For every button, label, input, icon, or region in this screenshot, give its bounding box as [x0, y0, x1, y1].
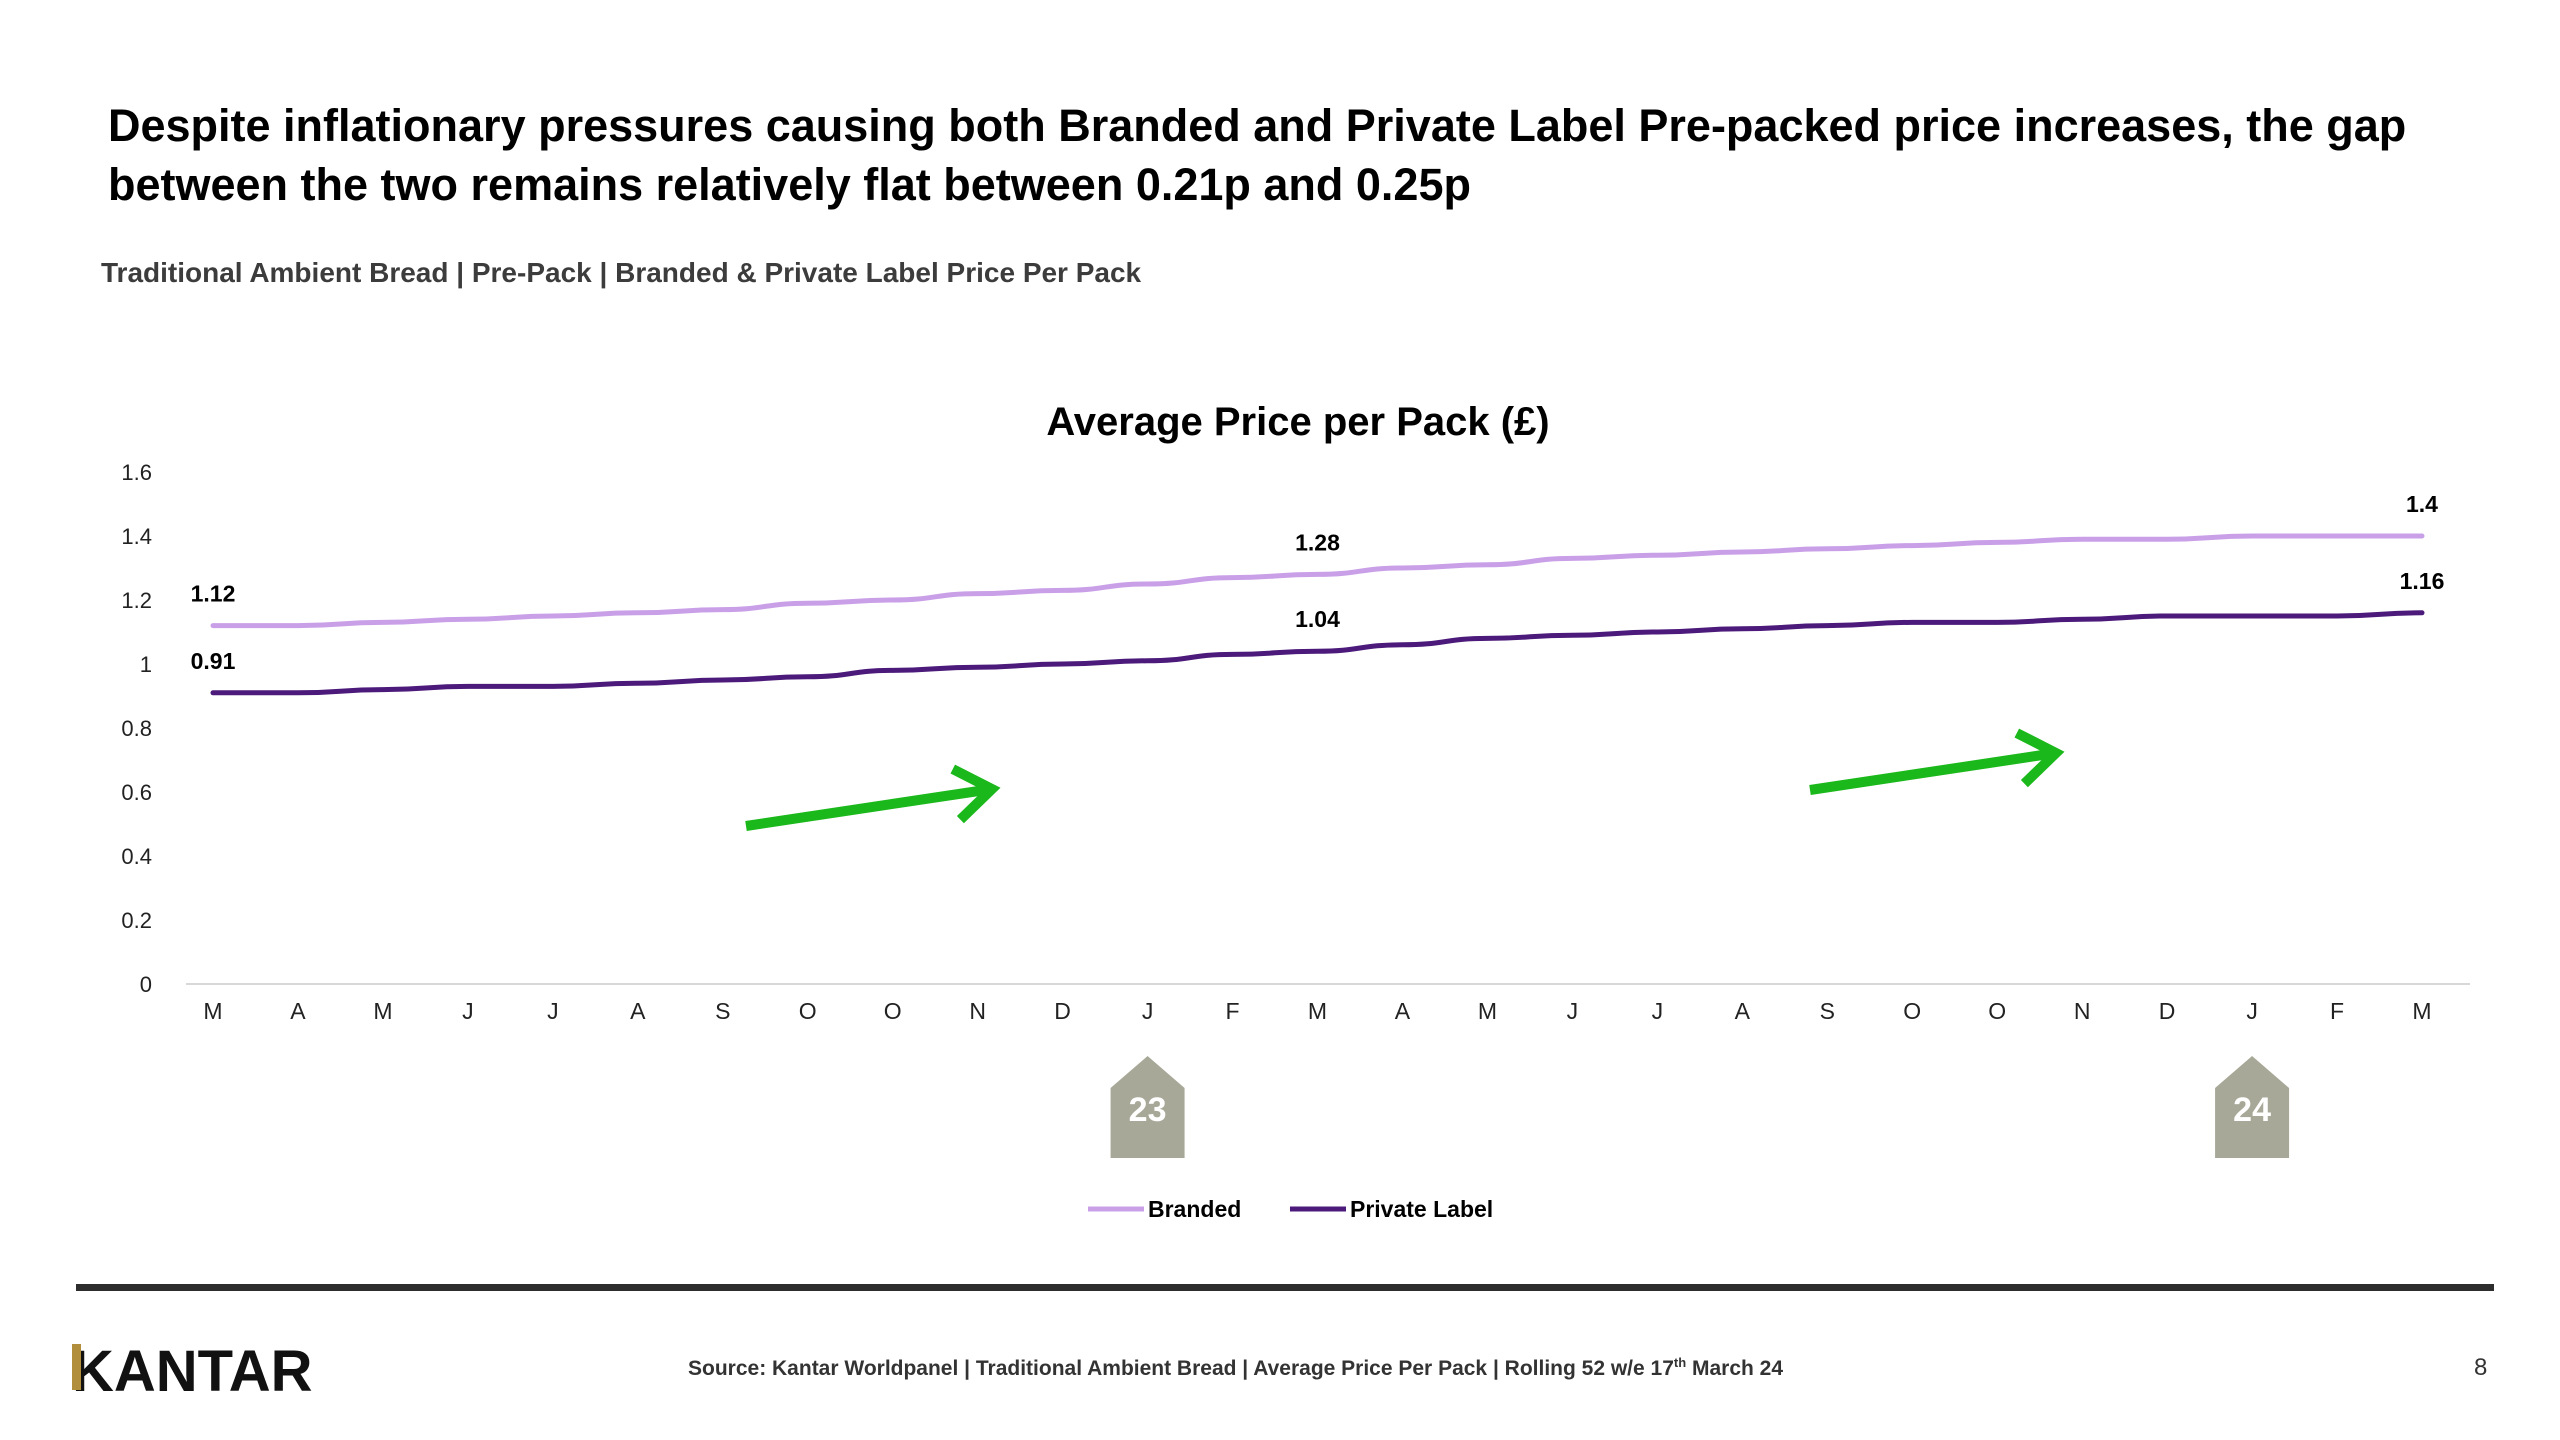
x-tick-label: A [290, 998, 306, 1024]
x-tick-label: J [1652, 998, 1664, 1024]
headline: Despite inflationary pressures causing b… [108, 100, 2407, 210]
y-tick-label: 1.6 [121, 460, 152, 485]
x-tick-label: M [1308, 998, 1327, 1024]
year-marker [2215, 1056, 2290, 1158]
x-tick-label: F [2330, 998, 2344, 1024]
data-label: 1.04 [1295, 606, 1340, 632]
data-label: 1.16 [2400, 568, 2445, 594]
y-tick-label: 0.6 [121, 780, 152, 805]
data-labels: 1.12 1.28 1.4 0.91 1.04 1.16 [191, 491, 2445, 674]
chart-title: Average Price per Pack (£) [1046, 400, 1549, 444]
y-tick-label: 0.4 [121, 844, 152, 869]
trend-arrows [745, 728, 2065, 831]
chart-legend: Branded Private Label [1088, 1196, 1493, 1222]
data-label: 1.4 [2406, 491, 2438, 517]
trend-arrow-head [950, 764, 1001, 824]
y-tick-label: 1 [140, 652, 152, 677]
x-tick-label: O [1903, 998, 1921, 1024]
legend-label: Branded [1148, 1196, 1241, 1222]
x-tick-label: M [203, 998, 222, 1024]
x-tick-label: O [884, 998, 902, 1024]
x-tick-label: S [1820, 998, 1835, 1024]
x-tick-label: J [462, 998, 474, 1024]
series-lines [210, 533, 2425, 696]
line-chart: Average Price per Pack (£) 0 0.2 0.4 0.6 0.8… [121, 400, 2470, 1222]
y-tick-label: 0.8 [121, 716, 152, 741]
data-label: 1.12 [191, 581, 236, 607]
kantar-logo: KANTAR [72, 1339, 313, 1404]
x-tick-label: A [1395, 998, 1411, 1024]
year-marker-label: 24 [2233, 1091, 2271, 1129]
trend-arrow-head [2014, 728, 2065, 788]
page-number: 8 [2474, 1354, 2488, 1381]
x-tick-label: M [1478, 998, 1497, 1024]
series-line [210, 533, 2425, 629]
y-axis: 0 0.2 0.4 0.6 0.8 1 1.2 1.4 1.6 [121, 460, 152, 997]
x-tick-label: F [1226, 998, 1240, 1024]
y-tick-label: 1.4 [121, 524, 152, 549]
x-tick-label: O [1988, 998, 2006, 1024]
x-tick-label: N [2074, 998, 2091, 1024]
data-label: 0.91 [191, 648, 236, 674]
year-marker [1110, 1056, 1185, 1158]
x-tick-label: J [1142, 998, 1154, 1024]
y-tick-label: 0 [140, 972, 152, 997]
chart-subtitle: Traditional Ambient Bread | Pre-Pack | B… [101, 257, 1142, 288]
x-tick-label: A [630, 998, 646, 1024]
x-tick-label: D [2159, 998, 2176, 1024]
source-note: Source: Kantar Worldpanel | Traditional … [688, 1355, 1784, 1380]
x-tick-label: O [799, 998, 817, 1024]
x-tick-label: S [715, 998, 730, 1024]
x-tick-label: N [969, 998, 986, 1024]
x-tick-label: J [1567, 998, 1579, 1024]
x-tick-label: A [1735, 998, 1751, 1024]
trend-arrow-shaft [1809, 748, 2057, 795]
footer-divider [76, 1284, 2494, 1291]
y-tick-label: 0.2 [121, 908, 152, 933]
y-tick-label: 1.2 [121, 588, 152, 613]
legend-label: Private Label [1350, 1196, 1493, 1222]
year-markers: 23 24 [1110, 1056, 2290, 1158]
trend-arrow-shaft [745, 784, 993, 831]
x-tick-label: J [2246, 998, 2258, 1024]
x-tick-label: M [373, 998, 392, 1024]
x-tick-label: J [547, 998, 559, 1024]
year-marker-label: 23 [1129, 1091, 1167, 1129]
series-line [210, 610, 2425, 696]
x-tick-label: D [1054, 998, 1071, 1024]
data-label: 1.28 [1295, 529, 1340, 555]
x-tick-label: M [2412, 998, 2431, 1024]
